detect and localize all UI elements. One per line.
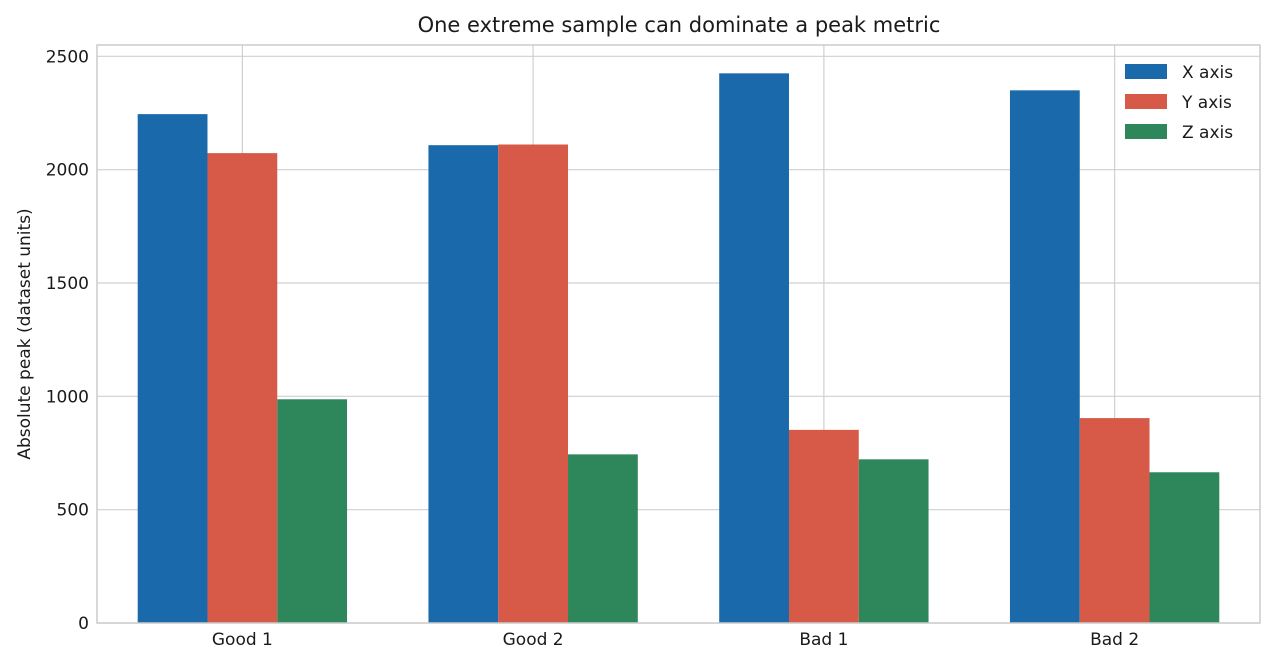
x-tick-label: Bad 2 xyxy=(1090,630,1139,650)
legend-swatch xyxy=(1125,124,1167,139)
bar-z-axis-good-1 xyxy=(277,399,348,623)
chart-title: One extreme sample can dominate a peak m… xyxy=(418,13,941,37)
legend-label: Y axis xyxy=(1181,93,1232,113)
legend-label: X axis xyxy=(1182,63,1233,83)
y-tick-label: 2000 xyxy=(46,161,89,181)
plot-area xyxy=(96,44,1261,624)
y-axis-label: Absolute peak (dataset units) xyxy=(15,208,35,459)
bar-z-axis-bad-2 xyxy=(1149,472,1220,623)
x-tick-label: Bad 1 xyxy=(799,630,848,650)
x-tick-label: Good 1 xyxy=(212,630,273,650)
bar-y-axis-good-1 xyxy=(207,153,278,623)
legend: X axis Y axis Z axis xyxy=(1125,63,1233,143)
legend-swatch xyxy=(1125,94,1167,109)
y-tick-label: 500 xyxy=(57,501,89,521)
x-tick-label: Good 2 xyxy=(503,630,564,650)
y-tick-label: 1500 xyxy=(46,274,89,294)
bar-y-axis-bad-2 xyxy=(1079,418,1150,623)
bar-x-axis-good-2 xyxy=(428,145,499,624)
bar-x-axis-good-1 xyxy=(137,114,208,623)
bar-y-axis-good-2 xyxy=(498,144,569,624)
y-tick-label: 2500 xyxy=(46,47,89,67)
plot-frame xyxy=(96,44,1261,624)
bar-x-axis-bad-1 xyxy=(719,73,789,624)
bar-y-axis-bad-1 xyxy=(788,429,859,623)
bar-z-axis-bad-1 xyxy=(858,459,929,623)
bar-x-axis-bad-2 xyxy=(1009,90,1080,624)
bar-z-axis-good-2 xyxy=(568,454,638,623)
legend-swatch xyxy=(1125,64,1167,79)
y-tick-label: 0 xyxy=(78,614,89,634)
y-tick-label: 1000 xyxy=(46,387,89,407)
legend-label: Z axis xyxy=(1182,123,1233,143)
